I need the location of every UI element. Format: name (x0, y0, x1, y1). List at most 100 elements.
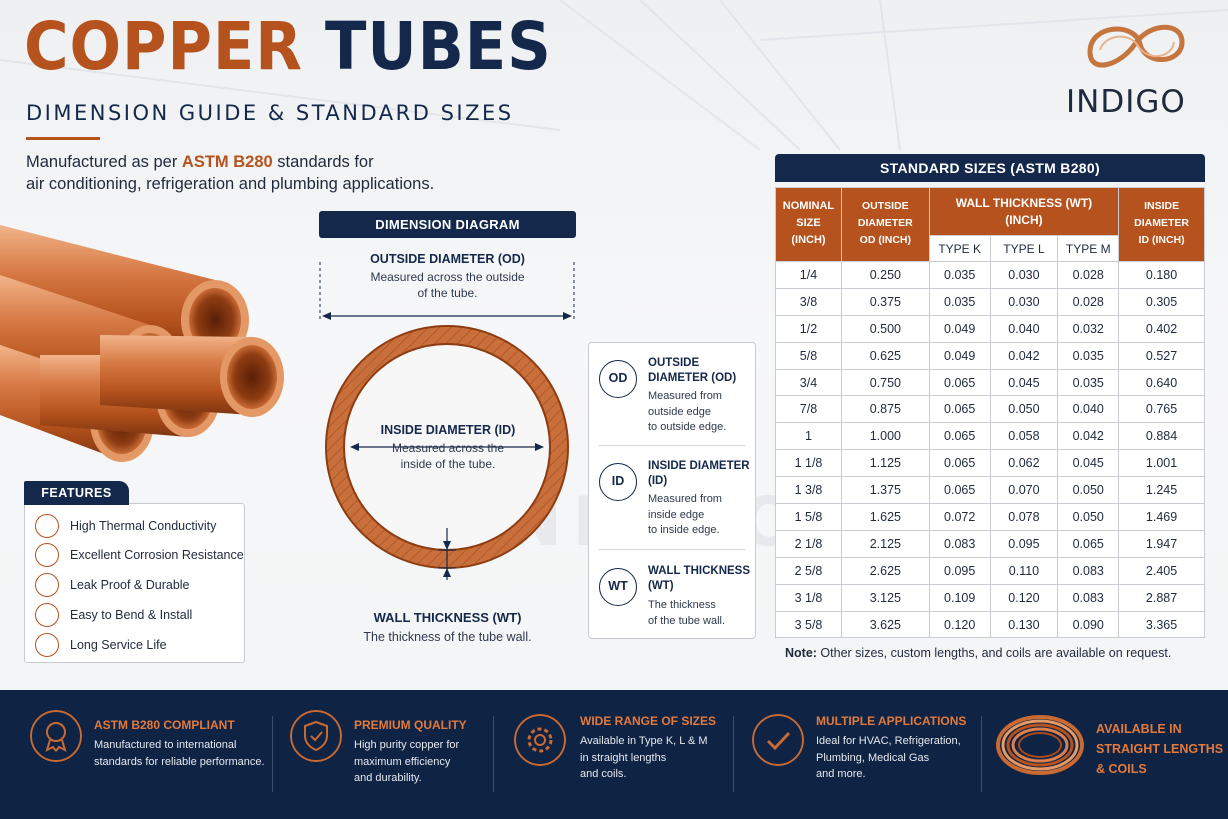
table-row: 3 5/8 3.625 0.120 0.130 0.090 3.365 (775, 610, 1205, 639)
table-cell: 1 5/8 (775, 503, 842, 531)
feature-item: Easy to Bend & Install (35, 603, 192, 627)
table-cell: 1 3/8 (775, 476, 842, 505)
table-cell: 0.035 (928, 287, 991, 316)
table-cell: 3/4 (775, 368, 842, 397)
feature-label: Leak Proof & Durable (70, 578, 190, 592)
legend-title-2: (WT) (648, 580, 674, 592)
col-od: OUTSIDE DIAMETER OD (INCH) (840, 187, 930, 262)
table-cell: 0.065 (928, 449, 991, 478)
band-title: ASTM B280 COMPLIANT (94, 718, 235, 732)
feature-item: High Thermal Conductivity (35, 514, 216, 538)
table-row: 3/4 0.750 0.065 0.045 0.035 0.640 (775, 368, 1205, 397)
band-divider (733, 716, 734, 792)
award-badge-icon (30, 710, 82, 762)
intro-text: Manufactured as per ASTM B280 standards … (26, 151, 434, 195)
legend-divider (599, 445, 745, 446)
bend-pipe-icon (35, 603, 59, 627)
page-title: COPPER TUBES (24, 14, 552, 80)
table-cell: 0.050 (1057, 476, 1120, 505)
table-cell: 0.045 (1057, 449, 1120, 478)
table-cell: 0.032 (1057, 314, 1120, 343)
clock-icon (35, 633, 59, 657)
table-row: 5/8 0.625 0.049 0.042 0.035 0.527 (775, 341, 1205, 370)
table-cell: 0.035 (1057, 368, 1120, 397)
quality-shield-icon (290, 710, 342, 762)
table-cell: 3.365 (1118, 610, 1205, 639)
band-desc: Manufactured to international standards f… (94, 737, 265, 770)
table-note: Note: Other sizes, custom lengths, and c… (785, 646, 1171, 660)
table-heading: STANDARD SIZES (ASTM B280) (775, 154, 1205, 182)
band-desc: High purity copper for maximum efficiency… (354, 737, 459, 787)
intro-line2: air conditioning, refrigeration and plum… (26, 175, 435, 193)
table-row: 1/4 0.250 0.035 0.030 0.028 0.180 (775, 261, 1205, 289)
band-desc-2: Plumbing, Medical Gas (816, 751, 930, 764)
table-cell: 1.947 (1118, 529, 1205, 558)
copper-tubes-image (0, 225, 284, 462)
table-cell: 1 (775, 422, 842, 451)
col-od-1: OUTSIDE DIAMETER (857, 200, 913, 229)
legend-desc-1: Measured from (648, 390, 722, 402)
table-cell: 0.045 (989, 368, 1059, 397)
table-cell: 0.030 (989, 287, 1059, 316)
table-cell: 2.405 (1118, 556, 1205, 585)
gear-icon (514, 714, 566, 766)
table-cell: 0.750 (840, 368, 930, 397)
legend-title: INSIDE DIAMETER (ID) (648, 459, 753, 489)
band-desc-2: in straight lengths (580, 751, 667, 764)
table-cell: 0.065 (1057, 529, 1120, 558)
band-desc-3: and durability. (354, 772, 422, 784)
logo-text: INDIGO (1066, 84, 1186, 120)
legend-title: WALL THICKNESS (WT) (648, 564, 753, 594)
checkmark-icon (752, 714, 804, 766)
dimension-legend: OD OUTSIDE DIAMETER (OD) Measured from out… (588, 342, 756, 639)
avail-line-2: STRAIGHT LENGTHS (1096, 742, 1224, 756)
feature-label: Long Service Life (70, 638, 167, 652)
table-cell: 0.040 (989, 314, 1059, 343)
col-wt-1: WALL THICKNESS (WT) (955, 195, 1093, 210)
avail-line-3: & COILS (1096, 762, 1147, 776)
legend-desc-3: to inside edge. (648, 524, 720, 536)
table-cell: 1.625 (840, 503, 930, 531)
band-desc-1: Ideal for HVAC, Refrigeration, (816, 735, 961, 747)
id-title: INSIDE DIAMETER (ID) (380, 423, 516, 437)
table-cell: 0.083 (1057, 583, 1120, 612)
table-row: 2 1/8 2.125 0.083 0.095 0.065 1.947 (775, 529, 1205, 558)
table-cell: 2 5/8 (775, 556, 842, 585)
table-cell: 0.083 (1057, 556, 1120, 585)
od-desc-2: of the tube. (417, 286, 478, 300)
table-cell: 0.375 (840, 287, 930, 316)
features-heading: FEATURES (24, 481, 129, 505)
legend-title-2: DIAMETER (OD) (648, 372, 737, 384)
table-cell: 0.109 (928, 583, 991, 612)
standard-sizes-table: NOMINAL SIZE (INCH) OUTSIDE DIAMETER OD (I… (775, 187, 1205, 639)
table-row: 1 5/8 1.625 0.072 0.078 0.050 1.469 (775, 503, 1205, 531)
table-cell: 3.625 (840, 610, 930, 639)
title-copper: COPPER (24, 8, 303, 85)
table-cell: 0.305 (1118, 287, 1205, 316)
table-row: 7/8 0.875 0.065 0.050 0.040 0.765 (775, 395, 1205, 424)
avail-line-1: AVAILABLE IN (1096, 722, 1182, 736)
band-title: MULTIPLE APPLICATIONS (816, 714, 967, 728)
feature-item: Long Service Life (35, 633, 167, 657)
band-divider (493, 716, 494, 792)
table-cell: 0.035 (928, 261, 991, 289)
table-cell: 0.090 (1057, 610, 1120, 639)
droplet-icon (35, 573, 59, 597)
table-cell: 0.083 (928, 529, 991, 558)
table-cell: 2.887 (1118, 583, 1205, 612)
table-cell: 3 1/8 (775, 583, 842, 612)
features-panel: High Thermal Conductivity Excellent Corr… (24, 503, 245, 663)
od-title: OUTSIDE DIAMETER (OD) (370, 252, 525, 266)
wt-badge-icon: WT (599, 568, 637, 606)
band-desc: Available in Type K, L & M in straight le… (580, 733, 708, 783)
table-row: 1 1.000 0.065 0.058 0.042 0.884 (775, 422, 1205, 451)
table-cell: 0.120 (989, 583, 1059, 612)
table-cell: 0.110 (989, 556, 1059, 585)
table-cell: 1/2 (775, 314, 842, 343)
feature-item: Leak Proof & Durable (35, 573, 190, 597)
shield-check-icon (35, 543, 59, 567)
table-row: 2 5/8 2.625 0.095 0.110 0.083 2.405 (775, 556, 1205, 585)
col-id: INSIDE DIAMETER ID (INCH) (1118, 187, 1205, 262)
feature-label: High Thermal Conductivity (70, 519, 217, 533)
table-cell: 0.050 (1057, 503, 1120, 531)
